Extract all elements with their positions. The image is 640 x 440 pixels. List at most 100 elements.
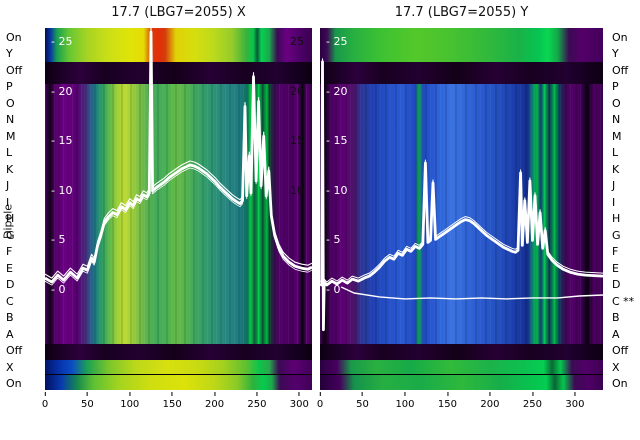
dipole-row-label-h: H <box>6 212 15 226</box>
dipole-row-label-k: K <box>6 162 14 176</box>
heatmap-bands-y <box>320 28 603 390</box>
tick-mark <box>298 392 300 396</box>
dipole-row-label-x: X <box>612 360 620 374</box>
heatmap-band <box>45 375 312 390</box>
y-tick-label-20: - 20 <box>326 84 348 98</box>
heatmap-bands-x <box>45 28 312 390</box>
x-axis-right: 0 50 100 150 200 250 300 <box>316 392 603 418</box>
y-tick-label-0: - 0 <box>326 283 341 296</box>
x-tick-250: 250 <box>523 392 542 410</box>
dipole-row-label-k: K <box>612 162 620 176</box>
dipole-row-label-a: A <box>6 327 14 341</box>
profile-y-trace <box>320 60 603 332</box>
heatmap-band <box>320 84 603 344</box>
dipole-row-label-y: Y <box>6 47 13 61</box>
x-tick-label: 250 <box>247 399 267 410</box>
y-tick-label-0: - 0 <box>51 283 66 296</box>
y-tick-label-5: - 5 <box>51 233 66 247</box>
y-tick-label-15: - 15 <box>51 134 73 148</box>
heatmap-band <box>45 344 312 360</box>
x-tick-150: 150 <box>163 392 182 410</box>
heatmap-band <box>320 62 603 84</box>
tick-mark <box>319 392 321 396</box>
x-axis-left: 0 50 100 150 200 250 300 <box>42 392 312 418</box>
dipole-row-label-off: Off <box>612 63 629 77</box>
heatmap-band <box>45 62 312 84</box>
x-tick-label: 100 <box>395 399 415 410</box>
tick-mark <box>531 392 533 396</box>
y-tick-label-25: - 25 <box>51 35 73 48</box>
heatmap-panel-x: - 25 - 20 - 15 - 10 - 5 - 0 25 20 15 10 <box>45 28 312 390</box>
tick-mark <box>171 392 173 396</box>
x-tick-label: 300 <box>289 399 309 410</box>
x-tick-100: 100 <box>395 392 415 410</box>
dipole-row-label-on: On <box>6 31 22 44</box>
heatmap-panel-y: - 25 - 20 - 15 - 10 - 5 - 0 <box>320 28 603 390</box>
tick-mark <box>446 392 448 396</box>
dipole-row-label-off: Off <box>612 344 629 358</box>
x-tick-200: 200 <box>205 392 224 410</box>
dipole-row-label-f: F <box>6 245 13 259</box>
y-tick-label-right-25: 25 <box>290 35 304 48</box>
dipole-row-label-c: C <box>6 294 14 308</box>
y-tick-label-5: - 5 <box>326 233 341 247</box>
heatmap-band <box>320 375 603 390</box>
tick-mark <box>361 392 363 396</box>
heatmap-band <box>320 28 603 62</box>
tick-mark <box>214 392 216 396</box>
profile-y-trace <box>320 58 603 328</box>
dipole-row-label-h: H <box>612 212 621 226</box>
dipole-row-label-i: I <box>6 195 10 209</box>
dipole-row-label-l: L <box>6 146 13 160</box>
y-tick-label-10: - 10 <box>326 183 348 197</box>
dipole-row-label-e: E <box>6 261 13 275</box>
x-tick-label: 100 <box>120 399 140 410</box>
profile-x-trace <box>45 28 312 279</box>
dipole-row-label-m: M <box>6 129 16 143</box>
row-labels-left: On Y Off P O N M L K J I H G F E D C B A Off X On <box>4 0 42 440</box>
dipole-row-label-l: L <box>612 146 619 160</box>
tick-mark <box>404 392 406 396</box>
profile-x-trace <box>45 34 312 286</box>
tick-mark <box>86 392 88 396</box>
baseline-trace <box>340 286 603 300</box>
heatmap-band <box>45 360 312 374</box>
heatmap-band <box>45 28 312 62</box>
heatmap-band <box>45 84 312 344</box>
dipole-row-label-b: B <box>6 311 14 325</box>
x-tick-200: 200 <box>480 392 500 410</box>
x-tick-label: 0 <box>316 399 324 410</box>
dipole-row-label-on: On <box>612 31 628 44</box>
x-tick-100: 100 <box>120 392 139 410</box>
panel-title-y: 17.7 (LBG7=2055) Y <box>394 5 529 20</box>
x-tick-label: 50 <box>81 399 94 410</box>
x-tick-label: 300 <box>565 399 585 410</box>
dipole-row-label-j: J <box>6 179 10 193</box>
tick-mark <box>489 392 491 396</box>
x-tick-150: 150 <box>438 392 457 410</box>
x-tick-label: 200 <box>480 399 500 410</box>
dipole-row-label-n: N <box>612 113 621 127</box>
panel-title-x: 17.7 (LBG7=2055) X <box>111 5 246 20</box>
dipole-row-label-f: F <box>612 245 619 259</box>
dipole-row-label-i: I <box>612 195 616 209</box>
tick-mark <box>129 392 131 396</box>
dipole-row-label-b: B <box>612 311 620 325</box>
dipole-row-label-g: G <box>612 228 621 242</box>
x-tick-label: 250 <box>522 399 542 410</box>
profile-x-trace <box>45 30 312 284</box>
dipole-row-label-x: X <box>6 360 14 374</box>
dipole-row-label-off: Off <box>6 63 23 77</box>
tick-mark <box>256 392 258 396</box>
dipole-row-label-d: D <box>612 278 621 292</box>
x-tick-label: 150 <box>437 399 458 410</box>
dipole-row-label-off: Off <box>6 344 23 358</box>
y-tick-label-15: - 15 <box>326 134 348 148</box>
dipole-row-label-y: Y <box>612 47 619 61</box>
tick-mark <box>44 392 46 396</box>
x-tick-label: 150 <box>162 399 182 410</box>
dipole-row-label-on: On <box>6 376 22 390</box>
tick-mark <box>574 392 576 396</box>
dipole-row-label-o: O <box>6 96 15 110</box>
